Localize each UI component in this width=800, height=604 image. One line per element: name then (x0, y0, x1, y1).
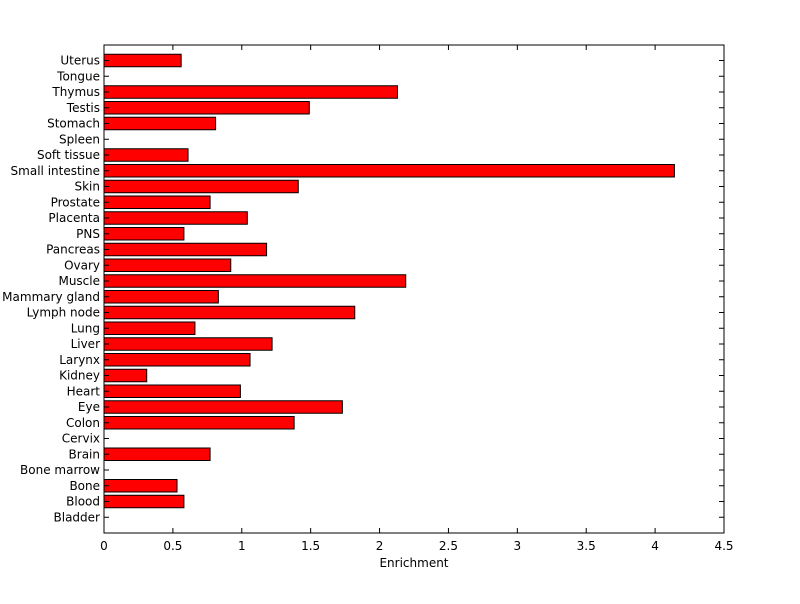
bar-thymus (103, 85, 398, 99)
x-tick-label: 2 (376, 539, 384, 553)
y-tick-label: Mammary gland (2, 290, 100, 304)
bar-mammary-gland (103, 290, 219, 304)
bar-pancreas (103, 242, 268, 257)
y-tick-label: Testis (66, 101, 100, 115)
bar-pns (103, 227, 185, 241)
y-tick-label: Pancreas (46, 243, 100, 257)
x-tick-label: 0 (100, 539, 108, 553)
y-tick-label: Uterus (60, 54, 100, 68)
x-tick-label: 3 (514, 539, 522, 553)
x-tick-label: 2.5 (439, 539, 458, 553)
bar-ovary (103, 258, 232, 272)
bar-muscle (103, 274, 407, 288)
y-tick-label: Lymph node (27, 306, 100, 320)
y-tick-label: Bone (69, 479, 100, 493)
y-tick-label: Bone marrow (20, 463, 100, 477)
y-tick-label: Skin (74, 180, 100, 194)
y-tick-label: Brain (69, 447, 100, 461)
y-tick-label: Placenta (48, 211, 100, 225)
bar-uterus (103, 53, 182, 68)
bar-brain (103, 447, 211, 461)
bar-kidney (103, 368, 148, 383)
y-tick-label: Blood (66, 495, 100, 509)
y-tick-label: Eye (78, 400, 100, 414)
x-tick-label: 4.5 (714, 539, 733, 553)
y-tick-label: Small intestine (11, 164, 100, 178)
y-tick-label: Tongue (56, 69, 100, 83)
y-tick-label: Soft tissue (37, 148, 100, 162)
y-tick-label: Prostate (51, 195, 100, 209)
bar-liver (103, 337, 273, 351)
y-tick-label: Thymus (51, 85, 100, 99)
bar-skin (103, 179, 299, 194)
x-tick-label: 1.5 (301, 539, 320, 553)
bar-soft-tissue (103, 148, 189, 162)
x-ticks-group: 0 0.5 1 1.5 2 2.5 3 3.5 4 4.5 (100, 45, 734, 553)
bar-colon (103, 416, 295, 430)
y-tick-label: Lung (71, 321, 100, 335)
bar-stomach (103, 116, 217, 131)
bar-eye (103, 400, 343, 414)
bar-larynx (103, 353, 251, 367)
bar-lung (103, 321, 196, 335)
bar-heart (103, 384, 241, 398)
bar-small-intestine (103, 164, 675, 178)
plot-frame (103, 44, 725, 534)
x-tick-label: 3.5 (577, 539, 596, 553)
y-tick-label: Colon (66, 416, 100, 430)
bars-group (103, 53, 675, 509)
bar-placenta (103, 211, 248, 225)
y-tick-label: Spleen (59, 132, 100, 146)
bar-blood (103, 494, 185, 509)
bar-prostate (103, 195, 211, 209)
bar-lymph-node (103, 305, 356, 320)
y-tick-label: Heart (67, 384, 101, 398)
x-axis-label: Enrichment (379, 556, 448, 570)
y-tick-label: Kidney (59, 369, 100, 383)
x-tick-label: 1 (238, 539, 246, 553)
y-tick-label: Muscle (58, 274, 100, 288)
bar-bone (103, 479, 178, 493)
bar-testis (103, 101, 310, 115)
y-tick-label: Ovary (64, 258, 100, 272)
x-tick-label: 4 (651, 539, 659, 553)
x-tick-label: 0.5 (163, 539, 182, 553)
y-tick-label: Larynx (59, 353, 100, 367)
y-tick-label: Cervix (62, 432, 100, 446)
y-tick-label: PNS (76, 227, 100, 241)
y-tick-label: Bladder (54, 510, 101, 524)
y-tick-label: Liver (71, 337, 101, 351)
y-tick-label: Stomach (47, 117, 100, 131)
